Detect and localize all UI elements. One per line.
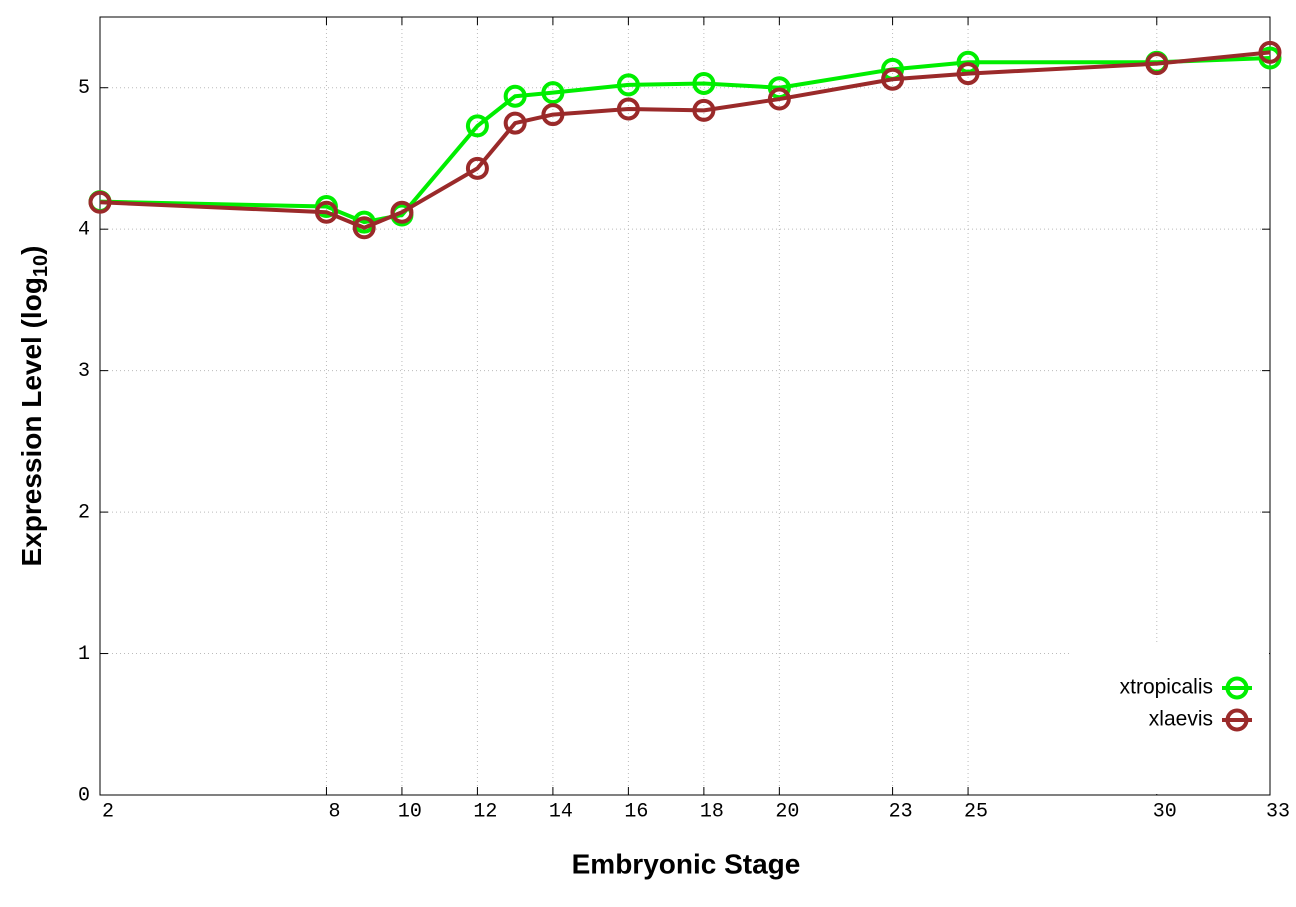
series-line (99, 50, 1271, 230)
data-point (616, 97, 640, 121)
legend-label: xlaevis (1149, 708, 1213, 731)
data-point (465, 114, 489, 138)
data-point (352, 216, 376, 240)
data-point (767, 87, 791, 111)
data-point (881, 67, 905, 91)
data-point (465, 156, 489, 180)
data-point (314, 200, 338, 224)
x-tick-label: 23 (889, 800, 913, 823)
data-point (541, 103, 565, 127)
data-point (390, 200, 414, 224)
x-tick-label: 18 (700, 800, 724, 823)
x-tick-label: 16 (624, 800, 648, 823)
plot-frame (99, 16, 1271, 796)
data-point (503, 111, 527, 135)
data-point (692, 71, 716, 95)
x-tick-label: 2 (102, 800, 114, 823)
x-tick-label: 20 (775, 800, 799, 823)
series-line (99, 56, 1271, 225)
y-tick-label: 0 (78, 784, 90, 807)
y-tick-label: 5 (78, 77, 90, 100)
x-tick-label: 10 (398, 800, 422, 823)
legend-marker (1225, 676, 1249, 700)
y-tick-label: 1 (78, 643, 90, 666)
legend-marker (1225, 708, 1249, 732)
data-point (88, 190, 112, 214)
x-tick-label: 8 (328, 800, 340, 823)
data-point (616, 73, 640, 97)
data-point (692, 98, 716, 122)
data-point (956, 62, 980, 86)
x-tick-label: 25 (964, 800, 988, 823)
x-tick-label: 30 (1153, 800, 1177, 823)
data-point (541, 81, 565, 105)
x-axis-label: Embryonic Stage (572, 848, 801, 879)
y-tick-label: 3 (78, 360, 90, 383)
data-point (1145, 52, 1169, 76)
y-tick-label: 4 (78, 218, 90, 241)
legend-label: xtropicalis (1120, 676, 1213, 699)
data-point (1258, 40, 1282, 64)
x-tick-label: 14 (549, 800, 573, 823)
x-tick-label: 12 (473, 800, 497, 823)
data-point (503, 84, 527, 108)
x-tick-label: 33 (1266, 800, 1290, 823)
y-tick-label: 2 (78, 501, 90, 524)
y-axis-label: Expression Level (log10) (16, 246, 52, 567)
